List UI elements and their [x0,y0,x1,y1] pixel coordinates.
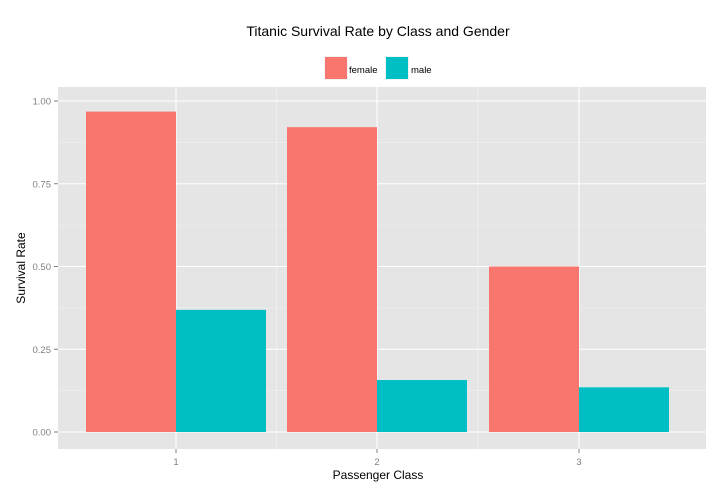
bar-male-class-2 [377,380,467,432]
bar-male-class-3 [579,387,669,432]
legend-label-male: male [411,65,432,76]
bar-male-class-1 [176,309,266,432]
y-axis: 0.00 0.25 0.50 0.75 1.00 [33,97,58,439]
bar-female-class-2 [287,127,377,433]
y-tick-label: 0.25 [33,345,52,356]
x-axis: 1 2 3 [173,449,582,468]
x-tick-label: 2 [374,457,379,468]
x-axis-label: Passenger Class [333,468,424,482]
y-tick-label: 1.00 [33,97,52,108]
y-tick-label: 0.00 [33,428,52,439]
chart-title: Titanic Survival Rate by Class and Gende… [246,23,510,39]
legend: female male [324,56,432,80]
legend-label-female: female [349,65,378,76]
y-tick-label: 0.50 [33,262,52,273]
bar-female-class-3 [489,266,579,432]
x-tick-label: 3 [576,457,581,468]
y-axis-label: Survival Rate [14,232,28,304]
legend-key-female [325,57,347,79]
x-tick-label: 1 [173,457,178,468]
legend-key-male [386,57,408,79]
bars [86,111,669,433]
y-tick-label: 0.75 [33,179,52,190]
bar-female-class-1 [86,111,176,432]
